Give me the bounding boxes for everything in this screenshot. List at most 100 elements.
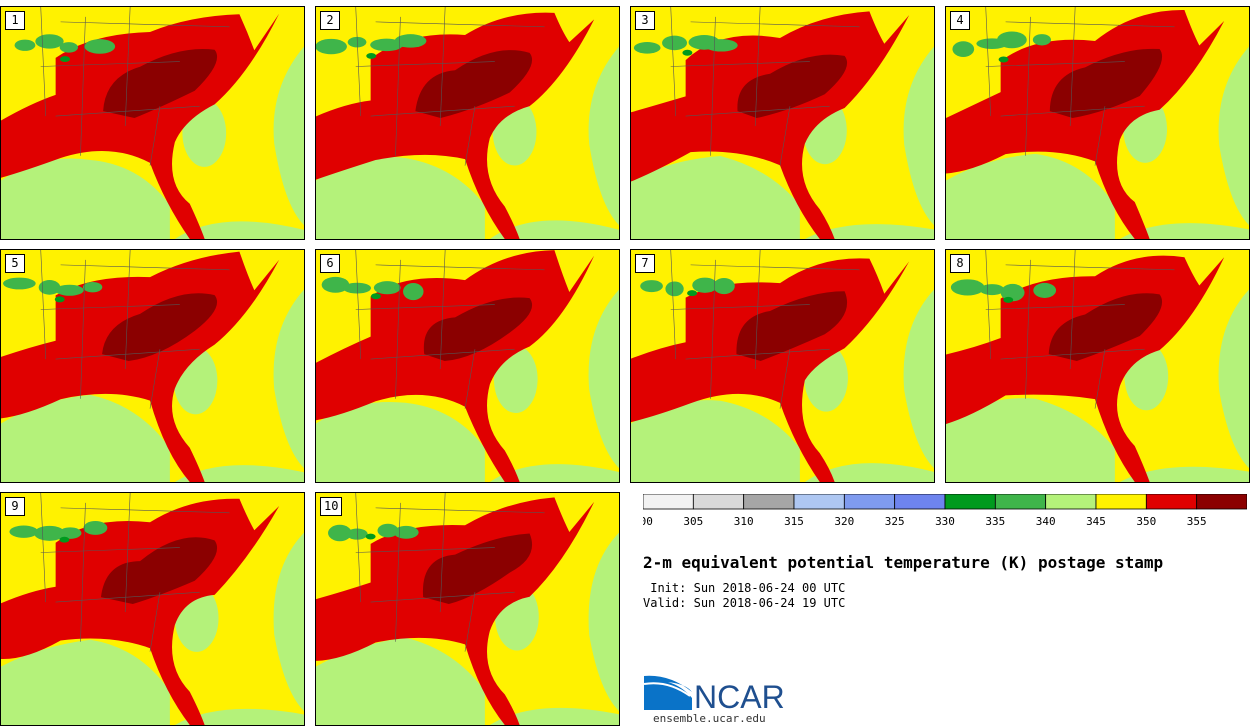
theta-e-355-core xyxy=(736,291,848,362)
theta-e-330-patch xyxy=(54,296,65,303)
member-map-9 xyxy=(1,493,304,725)
atlantic-ocean xyxy=(273,46,304,226)
theta-e-335-patch xyxy=(346,528,368,540)
state-boundaries xyxy=(985,250,1175,409)
caribbean-sea xyxy=(1119,466,1249,482)
member-map-1 xyxy=(1,7,304,239)
theta-e-335-patch xyxy=(84,39,116,54)
colorbar-tick-345: 345 xyxy=(1086,515,1106,528)
colorbar-tick-330: 330 xyxy=(935,515,955,528)
colorbar-tick-300: 300 xyxy=(643,515,653,528)
member-number-6: 6 xyxy=(320,254,340,273)
theta-e-335-patch xyxy=(640,280,663,293)
state-boundaries xyxy=(670,7,860,166)
member-map-3 xyxy=(631,7,934,239)
theta-e-335-patch xyxy=(328,524,352,542)
theta-e-335-patch xyxy=(34,525,65,541)
theta-e-355-core xyxy=(423,297,533,362)
theta-e-355-core xyxy=(102,293,218,362)
colorbar-tick-340: 340 xyxy=(1036,515,1056,528)
caribbean-sea xyxy=(1119,223,1249,239)
state-boundaries xyxy=(985,7,1175,166)
gulf-of-mexico xyxy=(1,394,170,482)
colorbar-segment-4 xyxy=(843,494,896,510)
caribbean-sea xyxy=(804,463,934,482)
caribbean-sea xyxy=(489,707,619,725)
colorbar-segment-0 xyxy=(643,494,694,510)
theta-e-335-patch xyxy=(59,42,79,53)
theta-e-335-patch xyxy=(373,281,401,295)
member-number-1: 1 xyxy=(5,11,25,30)
caribbean-sea xyxy=(489,464,619,482)
gulf-of-mexico xyxy=(316,637,485,725)
member-map-6 xyxy=(316,250,619,482)
colorbar-segment-2 xyxy=(743,494,795,510)
colorbar-tick-320: 320 xyxy=(834,515,854,528)
colorbar-tick-315: 315 xyxy=(784,515,804,528)
caribbean-sea xyxy=(804,224,934,239)
member-map-10 xyxy=(316,493,619,725)
theta-e-355-core xyxy=(737,54,848,119)
theta-e-330-patch xyxy=(370,293,381,300)
gulf-of-mexico xyxy=(316,401,485,482)
ncar-logo-swoosh xyxy=(644,675,692,710)
colorbar-segment-3 xyxy=(793,494,845,510)
theta-e-335-patch xyxy=(1033,282,1057,298)
theta-e-330-patch xyxy=(998,56,1009,63)
colorbar-segment-8 xyxy=(1045,494,1097,510)
theta-e-335-patch xyxy=(35,34,64,49)
member-number-3: 3 xyxy=(635,11,655,30)
init-value: Sun 2018-06-24 00 UTC xyxy=(693,581,846,595)
theta-e-355-core xyxy=(422,533,533,605)
theta-e-335-patch xyxy=(316,38,347,55)
atlantic-ocean xyxy=(903,289,934,469)
theta-e-335-patch xyxy=(713,278,735,295)
theta-e-335-patch xyxy=(321,276,350,293)
theta-e-330-patch xyxy=(366,52,377,59)
state-boundaries xyxy=(40,7,230,166)
theta-e-355-core xyxy=(415,50,533,119)
theta-e-335-patch xyxy=(377,523,399,538)
atlantic-ocean xyxy=(273,289,304,469)
member-panel-10: 10 xyxy=(315,492,620,726)
atlantic-moisture-band xyxy=(493,345,538,414)
theta-e-335-patch xyxy=(633,42,661,54)
gulf-of-mexico xyxy=(946,398,1115,482)
theta-e-335-patch xyxy=(3,277,36,290)
theta-e-335-patch xyxy=(662,35,688,51)
colorbar-segment-7 xyxy=(994,494,1047,510)
theta-e-355-core xyxy=(1049,48,1163,119)
atlantic-ocean xyxy=(1218,289,1249,469)
colorbar-tick-355: 355 xyxy=(1187,515,1207,528)
colorbar-segment-10 xyxy=(1145,494,1198,510)
atlantic-ocean xyxy=(588,532,619,712)
gulf-of-mexico xyxy=(316,156,485,239)
theta-e-335-patch xyxy=(704,39,738,52)
caribbean-sea xyxy=(174,465,304,482)
colorbar-segment-9 xyxy=(1095,494,1147,510)
member-panel-7: 7 xyxy=(630,249,935,483)
caribbean-sea xyxy=(174,221,304,239)
theta-e-335-patch xyxy=(38,280,61,295)
state-boundaries xyxy=(40,493,230,652)
atlantic-ocean xyxy=(588,46,619,226)
member-number-10: 10 xyxy=(320,497,343,516)
colorbar-tick-335: 335 xyxy=(985,515,1005,528)
colorbar-tick-325: 325 xyxy=(885,515,905,528)
theta-e-330-patch xyxy=(60,56,70,63)
member-panel-3: 3 xyxy=(630,6,935,240)
member-map-5 xyxy=(1,250,304,482)
gulf-of-mexico xyxy=(631,155,800,239)
member-map-7 xyxy=(631,250,934,482)
member-panel-8: 8 xyxy=(945,249,1250,483)
colorbar-tick-310: 310 xyxy=(734,515,754,528)
theta-e-335-patch xyxy=(9,525,39,538)
member-number-2: 2 xyxy=(320,11,340,30)
colorbar-segment-1 xyxy=(692,494,745,510)
init-label: Init: xyxy=(643,581,687,595)
init-time: Init: Sun 2018-06-24 00 UTC xyxy=(643,581,845,595)
theta-e-335-patch xyxy=(665,281,684,297)
caribbean-sea xyxy=(489,220,619,239)
member-panel-5: 5 xyxy=(0,249,305,483)
colorbar-tick-305: 305 xyxy=(683,515,703,528)
